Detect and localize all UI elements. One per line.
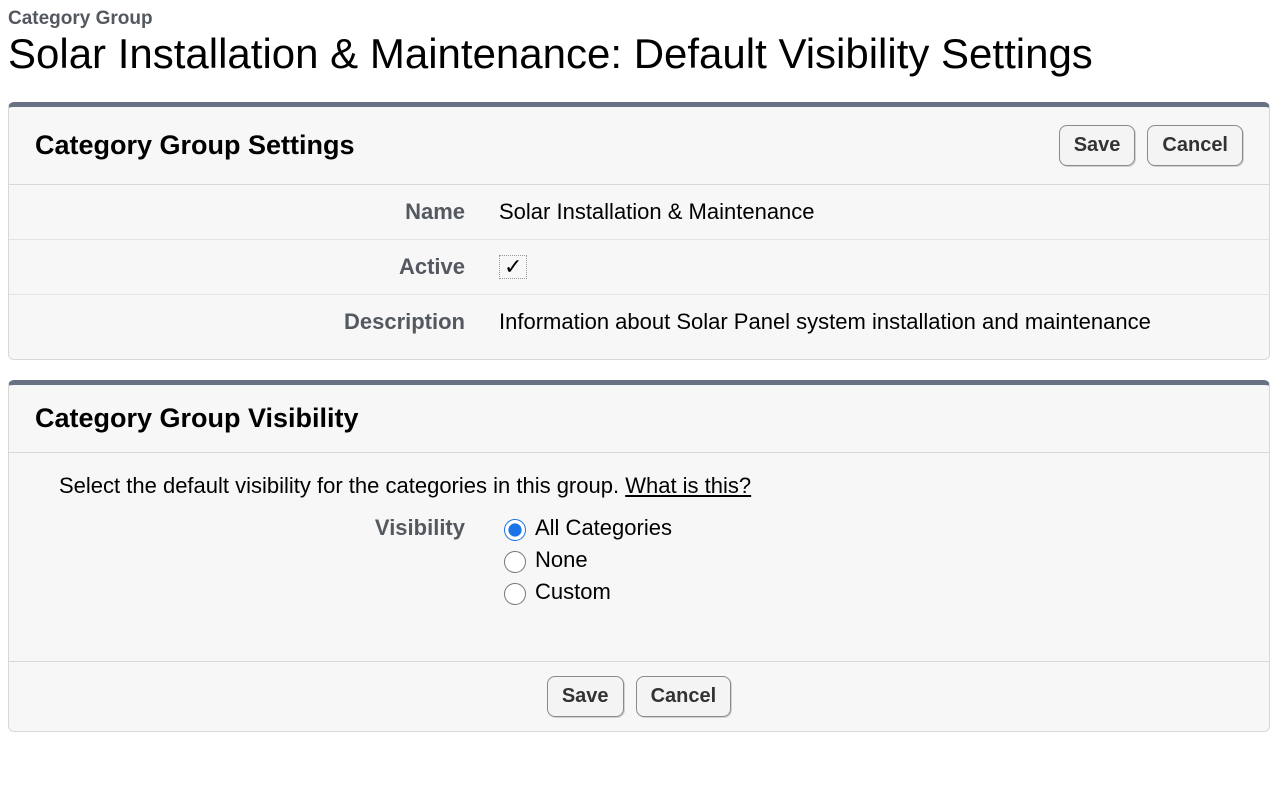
field-row-description: Description Information about Solar Pane… xyxy=(9,295,1269,349)
visibility-panel-footer: Save Cancel xyxy=(9,661,1269,731)
visibility-panel-body: Select the default visibility for the ca… xyxy=(9,453,1269,661)
field-row-active: Active ✓ xyxy=(9,240,1269,295)
settings-button-row: Save Cancel xyxy=(1059,125,1243,166)
save-button-bottom[interactable]: Save xyxy=(547,676,624,717)
breadcrumb: Category Group xyxy=(8,8,1270,30)
radio-all-label: All Categories xyxy=(535,515,672,541)
visibility-radio-group: All Categories None Custom xyxy=(499,515,1249,611)
radio-none-input[interactable] xyxy=(504,551,526,573)
active-value: ✓ xyxy=(499,254,1249,280)
name-label: Name xyxy=(9,199,499,225)
visibility-button-row: Save Cancel xyxy=(547,676,731,717)
cancel-button-bottom[interactable]: Cancel xyxy=(636,676,732,717)
radio-custom-input[interactable] xyxy=(504,583,526,605)
settings-panel-header: Category Group Settings Save Cancel xyxy=(9,107,1269,185)
radio-option-none[interactable]: None xyxy=(499,547,1249,573)
field-row-visibility: Visibility All Categories None Custom xyxy=(9,509,1269,651)
checkmark-icon: ✓ xyxy=(499,255,527,279)
settings-panel-heading: Category Group Settings xyxy=(35,130,355,161)
settings-panel: Category Group Settings Save Cancel Name… xyxy=(8,102,1270,360)
what-is-this-link[interactable]: What is this? xyxy=(625,473,751,498)
visibility-note-text: Select the default visibility for the ca… xyxy=(59,473,625,498)
name-value: Solar Installation & Maintenance xyxy=(499,199,1249,225)
visibility-note: Select the default visibility for the ca… xyxy=(9,453,1269,509)
page-title: Solar Installation & Maintenance: Defaul… xyxy=(8,30,1270,78)
radio-option-custom[interactable]: Custom xyxy=(499,579,1249,605)
settings-panel-body: Name Solar Installation & Maintenance Ac… xyxy=(9,185,1269,359)
visibility-panel-header: Category Group Visibility xyxy=(9,385,1269,453)
visibility-panel-heading: Category Group Visibility xyxy=(35,403,359,434)
description-label: Description xyxy=(9,309,499,335)
active-label: Active xyxy=(9,254,499,280)
field-row-name: Name Solar Installation & Maintenance xyxy=(9,185,1269,240)
cancel-button[interactable]: Cancel xyxy=(1147,125,1243,166)
visibility-label: Visibility xyxy=(9,515,499,541)
radio-custom-label: Custom xyxy=(535,579,611,605)
visibility-panel: Category Group Visibility Select the def… xyxy=(8,380,1270,732)
save-button[interactable]: Save xyxy=(1059,125,1136,166)
radio-option-all[interactable]: All Categories xyxy=(499,515,1249,541)
radio-all-input[interactable] xyxy=(504,519,526,541)
description-value: Information about Solar Panel system ins… xyxy=(499,309,1249,335)
radio-none-label: None xyxy=(535,547,588,573)
